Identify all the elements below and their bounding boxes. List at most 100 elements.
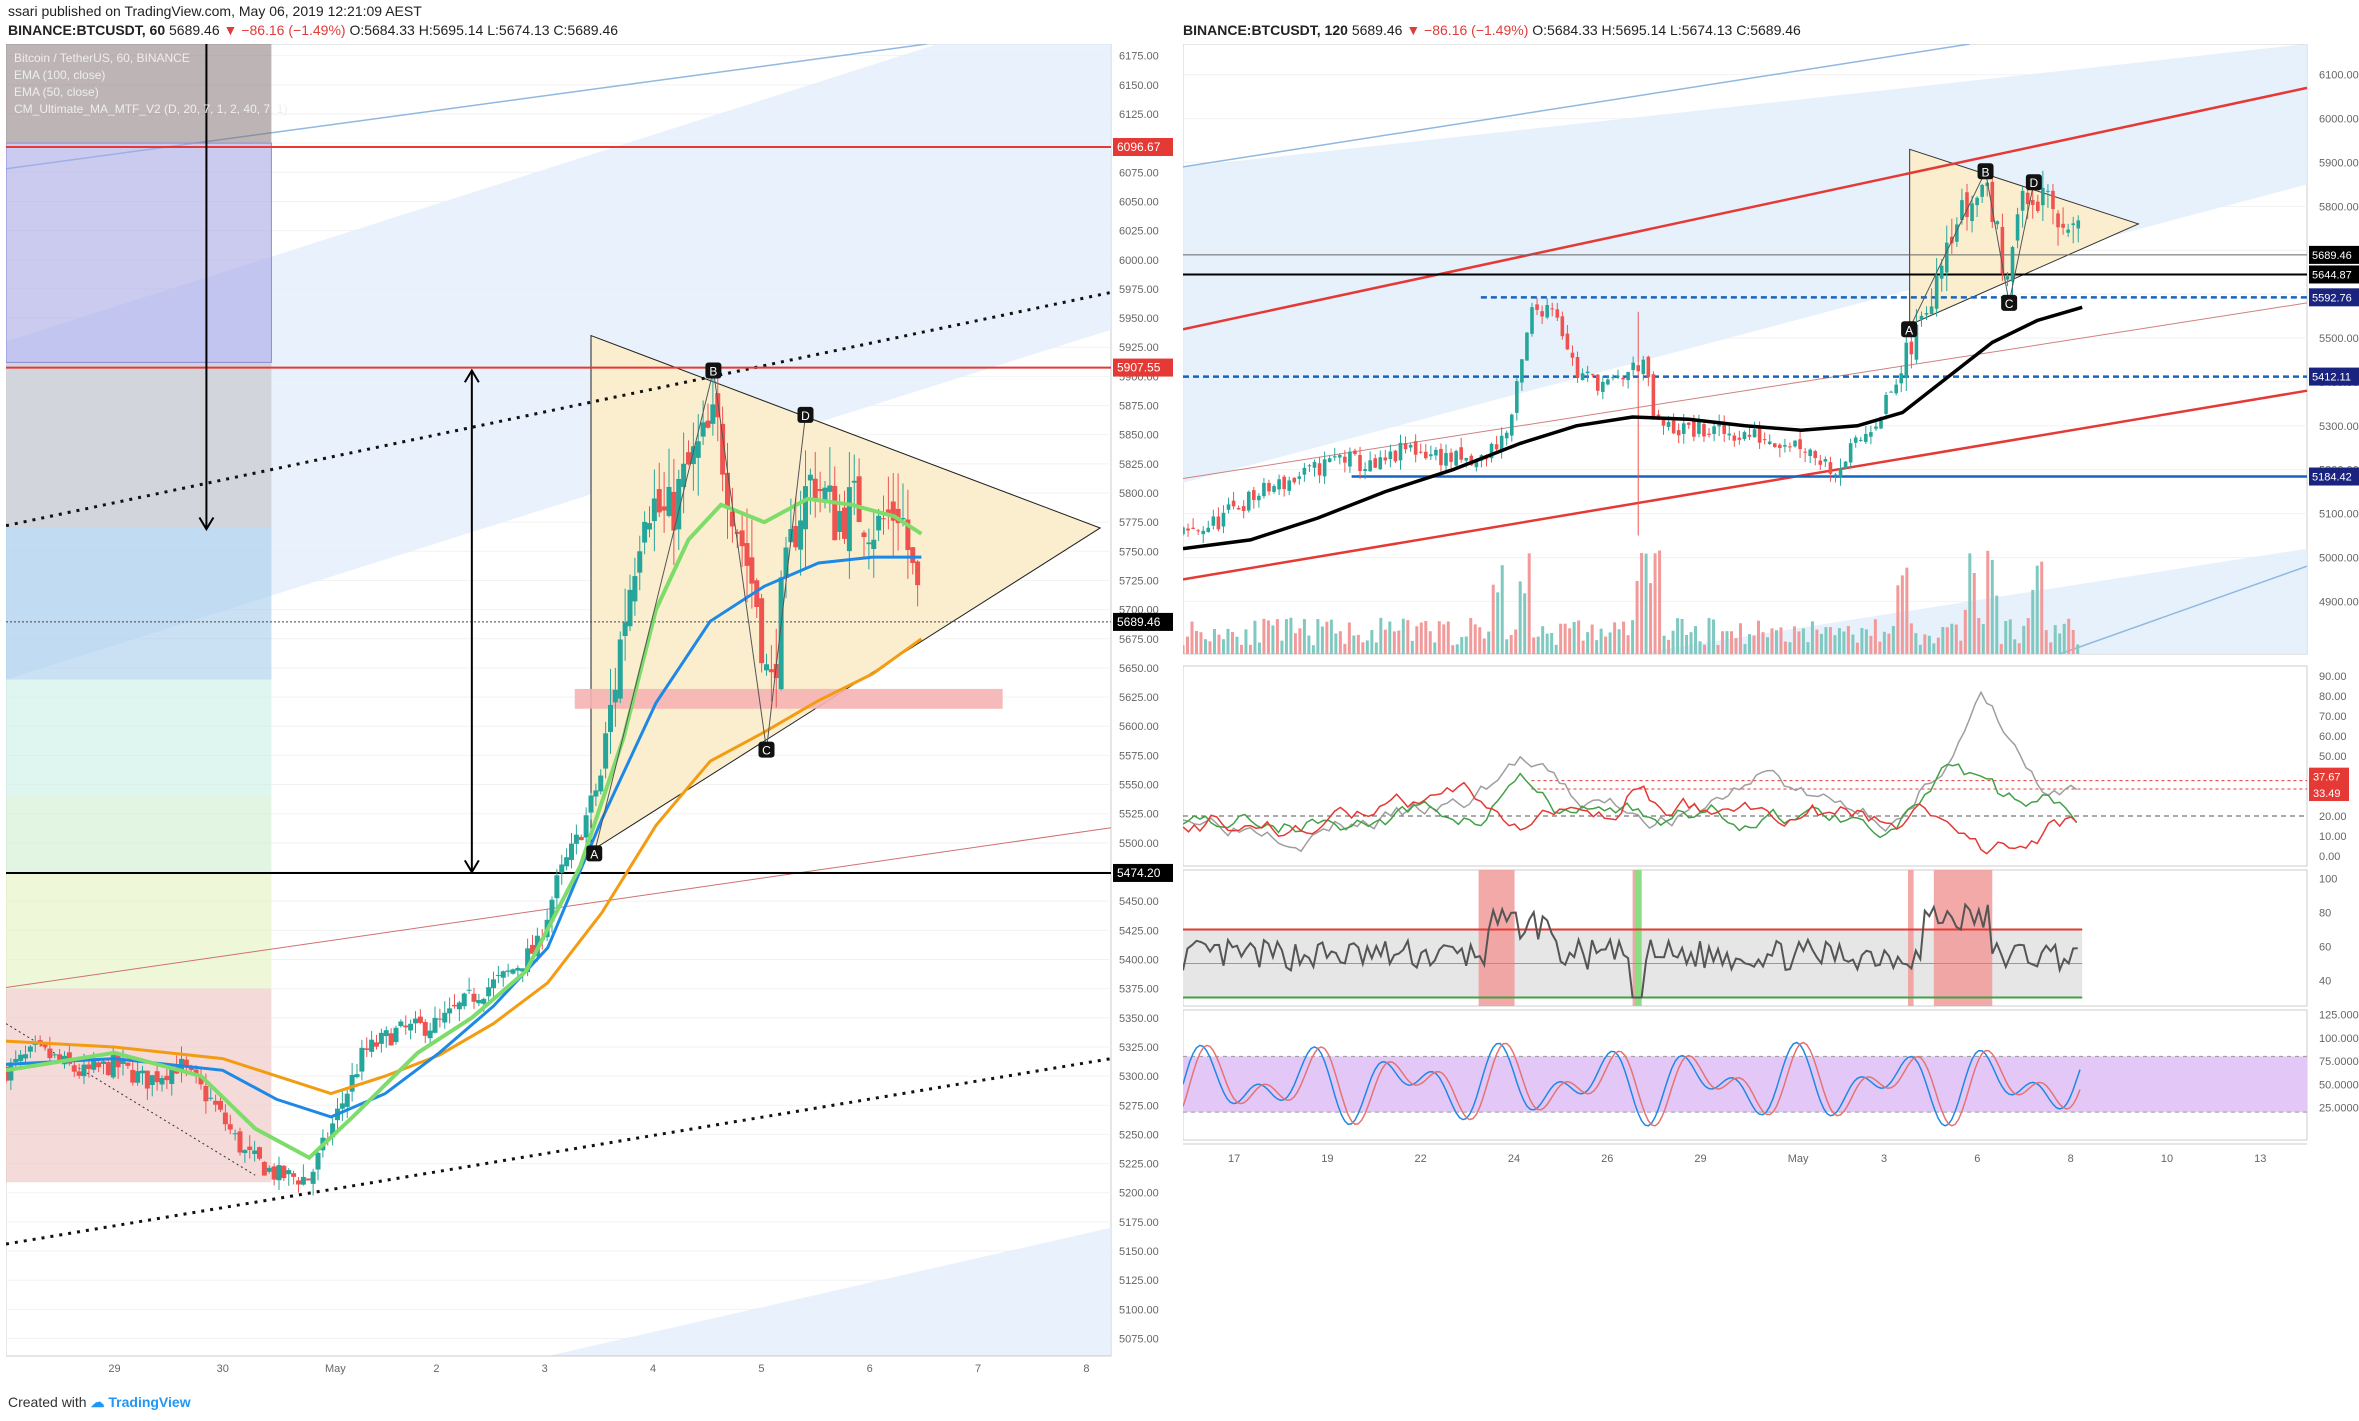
volume-bar xyxy=(1235,636,1239,654)
volume-bar xyxy=(1909,623,1913,654)
volume-bar xyxy=(1626,635,1630,654)
volume-bar xyxy=(1590,624,1594,654)
volume-bar xyxy=(2049,642,2053,654)
candle-body xyxy=(612,689,618,703)
volume-bar xyxy=(1617,629,1621,654)
candle-body xyxy=(1636,365,1641,372)
footer-brand[interactable]: TradingView xyxy=(108,1394,191,1410)
candle-body xyxy=(1955,224,1959,242)
candle-body xyxy=(1348,451,1352,467)
candle-body xyxy=(1858,439,1863,441)
candle-body xyxy=(1515,381,1519,413)
candle-body xyxy=(510,969,516,974)
dmi-label-text: 33.49 xyxy=(2313,788,2341,800)
y-tick-label: 40 xyxy=(2319,976,2331,988)
x-tick-label: 10 xyxy=(2161,1153,2173,1165)
volume-bar xyxy=(1864,629,1868,654)
candle-body xyxy=(1772,443,1777,448)
candle-body xyxy=(637,551,643,573)
candle-body xyxy=(749,557,755,584)
candle-body xyxy=(564,857,570,867)
volume-bar xyxy=(1923,634,1927,654)
candle-body xyxy=(1555,309,1560,318)
candle-body xyxy=(910,547,916,564)
y-tick-label: 20.00 xyxy=(2319,811,2347,823)
ma-line xyxy=(6,496,923,1161)
y-tick-label: 6050.00 xyxy=(1119,196,1159,208)
y-tick-label: 100 xyxy=(2319,874,2337,886)
pattern-marker xyxy=(705,362,722,379)
x-tick-label: May xyxy=(325,1363,346,1375)
y-tick-label: 5325.00 xyxy=(1119,1042,1159,1054)
price-label-bg xyxy=(2309,288,2359,307)
volume-bar xyxy=(1801,628,1805,654)
candle-body xyxy=(447,1008,453,1014)
candle-body xyxy=(305,1178,311,1181)
price-label-text: 5689.46 xyxy=(2312,250,2352,262)
candle-body xyxy=(1641,359,1646,374)
price-label: 6096.67 xyxy=(1113,138,1173,157)
candle-body xyxy=(417,1016,423,1023)
candle-body xyxy=(437,1018,443,1020)
upper-channel-band xyxy=(1183,44,2307,483)
volume-bar xyxy=(1550,633,1554,654)
y-tick-label: 70.00 xyxy=(2319,711,2347,723)
right-y-axis: 4900.005000.005100.005200.005300.005400.… xyxy=(2309,70,2359,608)
candle-body xyxy=(588,795,594,813)
y-tick-label: 60.00 xyxy=(2319,731,2347,743)
y-tick-label: 4900.00 xyxy=(2319,596,2359,608)
volume-bar xyxy=(1756,620,1760,654)
candle-body xyxy=(1221,512,1226,527)
volume-bar xyxy=(1208,641,1212,654)
candle-body xyxy=(1828,462,1833,474)
volume-bar xyxy=(1707,617,1711,654)
price-label-text: 5184.42 xyxy=(2312,472,2352,484)
y-tick-label: 90.00 xyxy=(2319,671,2347,683)
candle-body xyxy=(2066,229,2070,233)
volume-bar xyxy=(1527,553,1531,654)
pattern-label: B xyxy=(1982,165,1990,179)
candle-body xyxy=(257,1147,262,1159)
volume-bar xyxy=(2044,630,2048,654)
candle-body xyxy=(812,478,818,502)
right-price-chart[interactable]: ABCD4900.005000.005100.005200.005300.005… xyxy=(1183,44,2359,1388)
volume-bar xyxy=(1554,644,1558,654)
pattern-point-b: B xyxy=(705,362,722,379)
channel-upper-line xyxy=(1183,44,1970,168)
volume-bar xyxy=(1968,553,1972,654)
candle-body xyxy=(1550,308,1555,310)
volume-bar xyxy=(1927,635,1931,654)
candle-body xyxy=(1646,356,1651,378)
volume-bar xyxy=(1779,627,1783,654)
candle-body xyxy=(1869,432,1873,437)
volume-bar xyxy=(1185,636,1189,654)
dmi-label-bg xyxy=(2309,767,2349,785)
candle-body xyxy=(101,1061,106,1064)
candle-body xyxy=(768,669,774,673)
y-tick-label: 5375.00 xyxy=(1119,984,1159,996)
candle-body xyxy=(86,1064,92,1069)
candle-body xyxy=(1535,304,1539,310)
candle-body xyxy=(1732,435,1737,441)
volume-bar xyxy=(1918,644,1922,654)
candle-body xyxy=(1196,530,1200,532)
candle-body xyxy=(734,531,740,534)
candle-body xyxy=(32,1043,38,1045)
candle-body xyxy=(1752,429,1757,438)
candle-body xyxy=(1418,451,1423,453)
tradingview-logo-icon[interactable]: ☁ xyxy=(90,1394,105,1410)
volume-bar xyxy=(1945,627,1949,654)
candle-body xyxy=(1919,315,1924,320)
left-price-chart[interactable]: ABCD5075.005100.005125.005150.005175.005… xyxy=(6,44,1178,1388)
volume-bar xyxy=(1599,628,1603,654)
pattern-marker xyxy=(2001,294,2018,311)
candle-body xyxy=(1216,516,1221,530)
volume-bar xyxy=(1541,626,1545,654)
candle-body xyxy=(1585,371,1590,374)
volume-bar xyxy=(1981,624,1985,654)
ma-line xyxy=(1183,305,2083,551)
volume-bar xyxy=(1986,550,1990,654)
volume-bar xyxy=(1878,641,1882,654)
candle-body xyxy=(1504,432,1509,439)
volume-bar xyxy=(1275,619,1279,654)
